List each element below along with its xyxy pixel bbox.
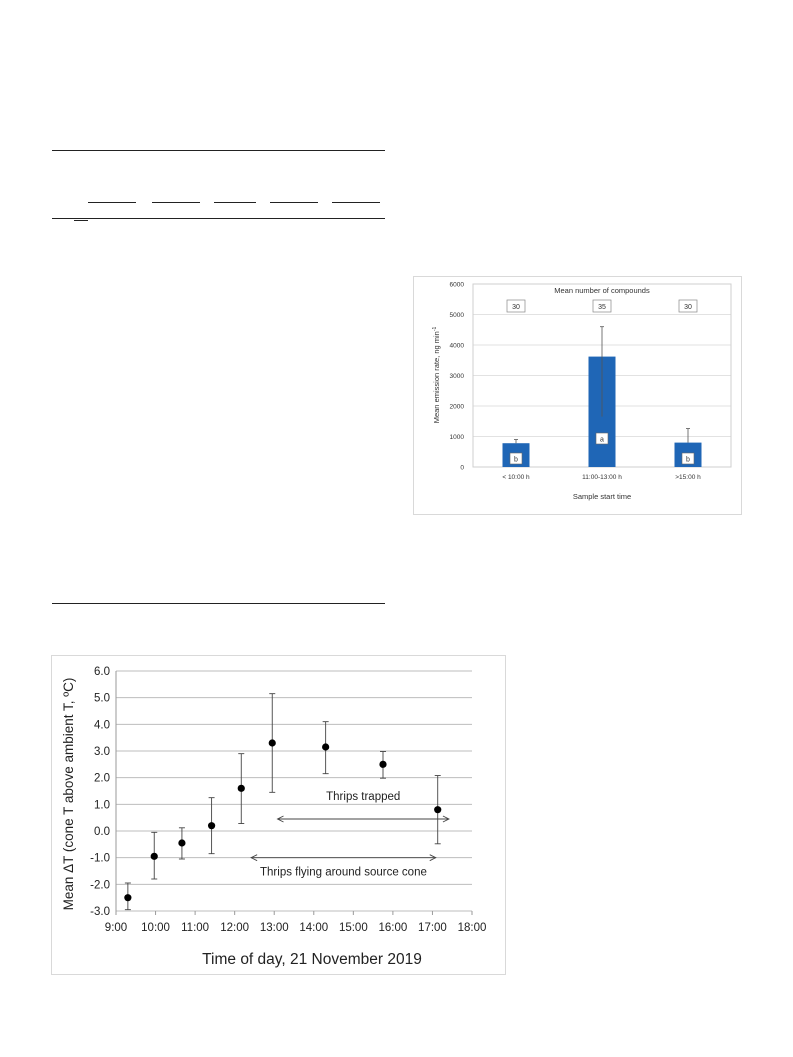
compound-count-box: [506, 299, 526, 313]
scatter-point: [207, 822, 216, 830]
bar-x-tick-label: 11:00-13:00 h: [582, 474, 622, 481]
annotation-label: Thrips trapped: [326, 791, 400, 803]
scatter-y-tick-label: 0.0: [94, 826, 110, 838]
bar-y-tick-label: 5000: [450, 312, 465, 319]
scatter-point: [124, 894, 132, 902]
scatter-point: [379, 760, 387, 768]
scatter-x-tick-label: 14:00: [299, 922, 328, 934]
scatter-point: [268, 739, 276, 747]
scatter-point: [150, 852, 158, 860]
significance-letter-box: [595, 432, 609, 445]
scatter-x-axis-label: Time of day, 21 November 2019: [202, 951, 422, 968]
scatter-point: [237, 784, 245, 792]
scatter-y-tick-label: 5.0: [94, 693, 110, 705]
table-header-rule-5: [332, 202, 380, 203]
scatter-x-tick-label: 10:00: [141, 922, 170, 934]
scatter-x-tick-label: 15:00: [339, 922, 368, 934]
bar-x-tick-label: < 10:00 h: [502, 474, 530, 481]
scatter-x-tick-label: 13:00: [260, 922, 289, 934]
table-bottom-rule: [52, 603, 385, 604]
table-header-rule-2: [152, 202, 200, 203]
scatter-point: [434, 806, 442, 814]
scatter-x-tick-label: 11:00: [181, 922, 209, 934]
annotation-arrowhead-right: [429, 854, 437, 862]
table-top-rule: [52, 150, 385, 151]
compound-count: 35: [598, 304, 606, 311]
significance-letter: b: [514, 457, 518, 464]
bar-y-axis-label: Mean emission rate, ng min-1: [432, 326, 441, 423]
scatter-y-tick-label: 3.0: [94, 746, 110, 758]
scatter-point: [322, 743, 330, 751]
table-header-rule-4: [270, 202, 318, 203]
table-header-rule-3: [214, 202, 256, 203]
bar-chart-panel: 0 1000 2000 3000 4000 5000 6000 b a b < 10:00 h 1…: [413, 276, 742, 515]
scatter-chart-panel: -3.0 -2.0 -1.0 0.0 1.0 2.0 3.0 4.0 5.0 6.0 9:00 10…: [51, 655, 506, 975]
bar-y-tick-label: 2000: [450, 404, 465, 411]
compound-count: 30: [684, 304, 692, 311]
bar-y-tick-label: 6000: [450, 282, 465, 289]
significance-letter-box: [681, 452, 695, 465]
scatter-x-tick-label: 16:00: [378, 922, 407, 934]
scatter-y-tick-label: -3.0: [90, 906, 110, 918]
scatter-y-tick-label: 2.0: [94, 773, 110, 785]
compound-count: 30: [512, 304, 520, 311]
scatter-y-tick-label: 4.0: [94, 719, 110, 731]
scatter-x-tick-label: 18:00: [458, 922, 487, 934]
compound-count-box: [678, 299, 698, 313]
scatter-y-axis-label: Mean ΔT (cone T above ambient T, ºC): [61, 678, 76, 911]
scatter-x-tick-label: 12:00: [220, 922, 249, 934]
annotation-arrowhead-left: [250, 854, 258, 862]
bar-y-tick-label: 4000: [450, 343, 465, 350]
compound-count-box: [592, 299, 612, 313]
scatter-y-tick-label: -2.0: [90, 879, 110, 891]
scatter-x-tick-label: 17:00: [418, 922, 447, 934]
scatter-y-tick-label: 6.0: [94, 666, 110, 678]
table-mid-rule: [52, 218, 385, 219]
scatter-y-tick-label: -1.0: [90, 853, 110, 865]
bar-chart: 0 1000 2000 3000 4000 5000 6000 b a b < 10:00 h 1…: [432, 282, 732, 501]
bar-chart-header: Mean number of compounds: [554, 286, 650, 295]
scatter-y-tick-label: 1.0: [94, 799, 110, 811]
annotation-label: Thrips flying around source cone: [260, 867, 427, 879]
scatter-x-tick-label: 9:00: [105, 922, 127, 934]
bar-y-tick-label: 3000: [450, 373, 465, 380]
significance-letter: b: [686, 457, 690, 464]
bar-y-tick-label: 1000: [450, 434, 465, 441]
scatter-point: [178, 839, 186, 847]
annotation-arrowhead-right: [442, 815, 450, 823]
bar-x-tick-label: >15:00 h: [675, 474, 701, 481]
table-header-rule-1: [88, 202, 136, 203]
significance-letter-box: [509, 452, 523, 465]
table-short-rule: [74, 220, 88, 221]
annotation-arrowhead-left: [276, 815, 284, 823]
significance-letter: a: [600, 437, 604, 444]
bar-x-axis-label: Sample start time: [573, 492, 631, 501]
bar-y-tick-label: 0: [460, 465, 464, 472]
scatter-chart: -3.0 -2.0 -1.0 0.0 1.0 2.0 3.0 4.0 5.0 6.0 9:00 10…: [61, 666, 487, 968]
